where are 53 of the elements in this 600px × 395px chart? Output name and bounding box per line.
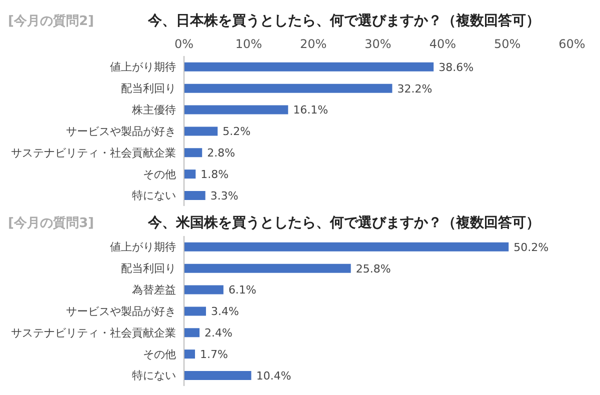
- x-tick-label: 30%: [364, 37, 392, 51]
- y-tick-label: 値上がり期待: [110, 60, 176, 74]
- y-tick-label: その他: [143, 168, 176, 181]
- bar: [184, 191, 206, 200]
- bar: [184, 350, 195, 359]
- bar: [184, 148, 202, 158]
- x-tick-label: 50%: [494, 37, 521, 51]
- data-label: 3.4%: [210, 305, 239, 318]
- data-label: 1.8%: [200, 168, 229, 181]
- data-label: 32.2%: [397, 82, 432, 96]
- x-tick-label: 10%: [235, 37, 262, 51]
- bar: [184, 285, 224, 294]
- data-label: 3.3%: [210, 189, 238, 202]
- bar: [184, 84, 392, 93]
- y-tick-label: 特にない: [132, 369, 176, 382]
- bar: [184, 306, 206, 316]
- data-label: 2.8%: [207, 146, 236, 160]
- data-label: 6.1%: [228, 284, 256, 297]
- data-label: 5.2%: [222, 125, 251, 138]
- y-tick-label: サービスや製品が好き: [66, 304, 176, 318]
- y-tick-label: 為替差益: [132, 283, 176, 296]
- bar: [184, 170, 196, 179]
- x-tick-label: 0%: [174, 37, 194, 51]
- y-tick-label: サステナビリティ・社会貢献企業: [11, 146, 176, 160]
- data-label: 25.8%: [356, 262, 391, 276]
- x-tick-label: 40%: [429, 37, 456, 51]
- bar: [184, 328, 200, 338]
- x-tick-label: 20%: [300, 37, 327, 51]
- bar: [184, 62, 434, 72]
- data-label: 38.6%: [438, 60, 474, 74]
- x-tick-label: 60%: [558, 37, 586, 51]
- data-label: 2.4%: [204, 326, 232, 340]
- y-tick-label: 特にない: [132, 189, 176, 202]
- y-tick-label: 値上がり期待: [110, 240, 176, 254]
- bar: [184, 371, 252, 380]
- bar: [184, 264, 351, 273]
- y-tick-label: 配当利回り: [121, 82, 176, 96]
- data-label: 1.7%: [200, 348, 228, 361]
- y-tick-label: サステナビリティ・社会貢献企業: [11, 326, 176, 340]
- text: [今月の質問3]: [8, 216, 94, 231]
- y-tick-label: 株主優待: [131, 103, 176, 116]
- data-label: 16.1%: [293, 104, 328, 117]
- chart-title: 今、米国株を買うとしたら、何で選びますか？（複数回答可）: [148, 214, 540, 232]
- y-tick-label: その他: [143, 348, 176, 361]
- bar: [184, 105, 288, 114]
- y-tick-label: サービスや製品が好き: [66, 124, 176, 138]
- bar: [184, 126, 218, 136]
- y-tick-label: 配当利回り: [121, 262, 176, 276]
- data-label: 50.2%: [514, 240, 549, 254]
- text: [今月の質問2]: [8, 14, 94, 29]
- data-label: 10.4%: [256, 369, 292, 382]
- chart-title: 今、日本株を買うとしたら、何で選びますか？（複数回答可）: [148, 12, 540, 30]
- bar: [184, 242, 509, 252]
